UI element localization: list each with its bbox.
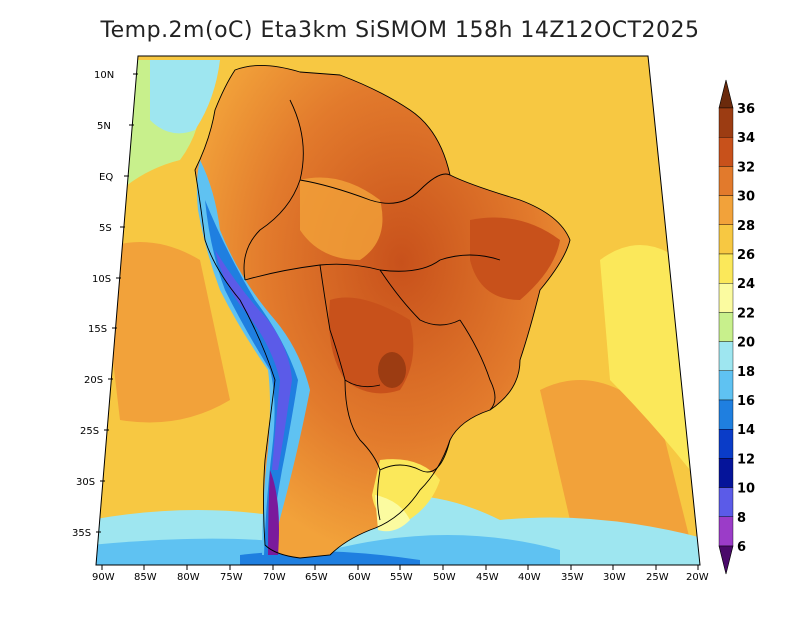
colorbar-segment (718, 487, 734, 518)
temperature-field (96, 56, 700, 565)
colorbar-label: 16 (737, 394, 755, 409)
lat-label: 5S (99, 223, 112, 234)
lon-label: 65W (305, 572, 328, 583)
lon-label: 70W (263, 572, 286, 583)
colorbar-label: 36 (737, 102, 755, 117)
lon-label: 80W (177, 572, 200, 583)
colorbar-label: 8 (737, 511, 746, 526)
lon-label: 25W (646, 572, 669, 583)
lon-label: 45W (476, 572, 499, 583)
colorbar-segment (718, 399, 734, 430)
amazon-warm-patch (300, 177, 383, 260)
colorbar-label: 12 (737, 452, 755, 467)
lon-label: 50W (433, 572, 456, 583)
lat-label: 5N (97, 121, 111, 132)
map-frame (95, 55, 701, 566)
colorbar-segment (718, 516, 734, 547)
lat-label: 35S (72, 528, 91, 539)
lat-label: 30S (76, 477, 95, 488)
colorbar-label: 32 (737, 160, 755, 175)
hot-core-northeast (470, 217, 560, 300)
colorbar-segment (718, 341, 734, 372)
lat-label: 20S (84, 375, 103, 386)
lat-label: 10S (92, 274, 111, 285)
colorbar-segment (718, 312, 734, 342)
colorbar-label: 24 (737, 277, 755, 292)
patagonia-cold-peak (268, 470, 279, 555)
hottest-spot (378, 352, 406, 388)
andes-coldest-strip (215, 250, 292, 470)
colorbar-label: 34 (737, 131, 755, 146)
lat-label: EQ (99, 172, 113, 183)
colorbar-label: 6 (737, 540, 746, 555)
lat-label: 15S (88, 324, 107, 335)
colorbar-bottom-arrow (718, 545, 734, 575)
lon-label: 75W (220, 572, 243, 583)
south-coldest-band (240, 551, 420, 565)
colorbar-segment (718, 429, 734, 459)
colorbar-label: 30 (737, 190, 755, 205)
colorbar-label: 14 (737, 423, 755, 438)
colorbar-segment (718, 136, 734, 167)
colorbar-top-arrow (718, 79, 734, 109)
lon-label: 90W (92, 572, 115, 583)
colorbar-segment (718, 283, 734, 313)
colorbar-segment (718, 224, 734, 255)
country-borders (194, 65, 571, 559)
lat-label: 10N (94, 70, 114, 81)
lon-label: 40W (518, 572, 541, 583)
colorbar-segment (718, 370, 734, 401)
colorbar-label: 22 (737, 306, 755, 321)
latitude-axis: 10N 5N EQ 5S 10S 15S 20S 25S 30S 35S (72, 70, 138, 539)
uruguay-cool (375, 495, 410, 532)
colorbar-segment (718, 253, 734, 284)
colorbar-label: 10 (737, 482, 755, 497)
longitude-axis: 90W 85W 80W 75W 70W 65W 60W 55W 50W 45W … (92, 565, 709, 583)
lon-label: 60W (348, 572, 371, 583)
lat-label: 25S (80, 426, 99, 437)
colorbar-segment (718, 458, 734, 488)
atlantic-mid-patch (600, 245, 690, 470)
colorbar-label: 28 (737, 219, 755, 234)
colorbar-label: 18 (737, 365, 755, 380)
north-pacific-colder (150, 60, 220, 134)
colorbar-label: 26 (737, 248, 755, 263)
colorbar-label: 20 (737, 336, 755, 351)
colorbar-segment (718, 107, 734, 138)
map-title: Temp.2m(oC) Eta3km SiSMOM 158h 14Z12OCT2… (100, 18, 700, 43)
lon-label: 20W (686, 572, 709, 583)
lon-label: 30W (603, 572, 626, 583)
lon-label: 35W (561, 572, 584, 583)
lon-label: 55W (390, 572, 413, 583)
colorbar: 36 34 32 30 28 26 24 22 20 18 16 14 12 10 8 6 (718, 79, 755, 575)
pacific-warm-patch (100, 242, 230, 423)
colorbar-segment (718, 195, 734, 226)
lon-label: 85W (134, 572, 157, 583)
colorbar-segment (718, 166, 734, 196)
